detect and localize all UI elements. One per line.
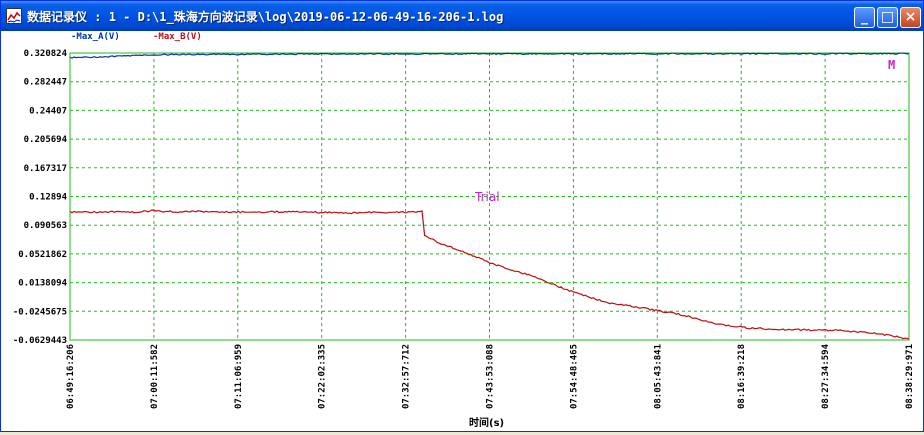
- maximize-icon: □: [880, 9, 895, 25]
- x-tick-label: 08:38:29:971: [905, 344, 915, 409]
- y-tick-label: 0.24407: [29, 106, 67, 116]
- x-tick-label: 07:00:11:582: [150, 344, 160, 409]
- trial-watermark: Trial: [474, 190, 500, 204]
- y-tick-label: 0.090563: [24, 221, 67, 231]
- window-title-app: 数据记录仪: [27, 10, 88, 24]
- x-tick-label: 07:54:48:465: [569, 344, 579, 409]
- x-tick-label: 08:27:34:594: [821, 343, 831, 409]
- y-tick-label: 0.0521862: [18, 250, 67, 260]
- line-chart[interactable]: 0.320824 0.282447 0.24407 0.205694 0.167317 0…: [1, 43, 923, 431]
- x-tick-label: 07:22:02:335: [318, 344, 328, 409]
- minimize-icon: _: [861, 9, 868, 25]
- minimize-button[interactable]: _: [854, 7, 875, 28]
- plot-area: 0.320824 0.282447 0.24407 0.205694 0.167317 0…: [1, 43, 923, 431]
- x-axis-ticks: 06:49:16:206 07:00:11:582 07:11:06:959 07:2…: [66, 343, 915, 409]
- title-bar[interactable]: 数据记录仪 : 1 - D:\1_珠海方向波记录\log\2019-06-12-…: [1, 1, 923, 31]
- y-tick-label: 0.320824: [24, 49, 68, 59]
- x-tick-label: 07:11:06:959: [234, 344, 244, 409]
- series-line-max-a: [69, 52, 909, 59]
- y-axis-ticks: 0.320824 0.282447 0.24407 0.205694 0.167317 0…: [13, 49, 68, 346]
- x-tick-label: 08:16:39:218: [737, 344, 747, 409]
- window-title-path: : 1 - D:\1_珠海方向波记录\log\2019-06-12-06-49-…: [87, 10, 504, 24]
- maximize-button[interactable]: □: [877, 7, 898, 28]
- y-tick-label: 0.282447: [24, 78, 67, 88]
- x-tick-label: 06:49:16:206: [66, 344, 76, 409]
- legend-series-a[interactable]: -Max_A(V): [71, 32, 120, 42]
- app-chart-icon[interactable]: [6, 8, 22, 24]
- y-tick-label: 0.0138094: [18, 279, 67, 289]
- cursor-marker[interactable]: M: [888, 58, 895, 72]
- x-axis-label: 时间(s): [469, 416, 504, 429]
- y-tick-label: 0.167317: [24, 164, 67, 174]
- plot-frame: [69, 52, 910, 341]
- y-tick-label: 0.205694: [24, 135, 68, 145]
- x-tick-label: 07:32:57:712: [402, 344, 412, 409]
- close-button[interactable]: ×: [900, 7, 921, 28]
- y-tick-label: -0.0629443: [13, 336, 67, 346]
- legend-bar: -Max_A(V) -Max_B(V): [1, 31, 923, 43]
- series-line-max-b: [69, 209, 910, 340]
- y-tick-label: 0.12894: [29, 193, 68, 203]
- grid-lines: [70, 53, 909, 340]
- y-tick-label: -0.0245675: [13, 307, 67, 317]
- x-tick-label: 07:43:53:088: [486, 344, 496, 409]
- window-title: 数据记录仪 : 1 - D:\1_珠海方向波记录\log\2019-06-12-…: [27, 8, 503, 25]
- x-tick-label: 08:05:43:841: [653, 344, 663, 409]
- close-icon: ×: [904, 9, 917, 25]
- legend-series-b[interactable]: -Max_B(V): [153, 32, 202, 42]
